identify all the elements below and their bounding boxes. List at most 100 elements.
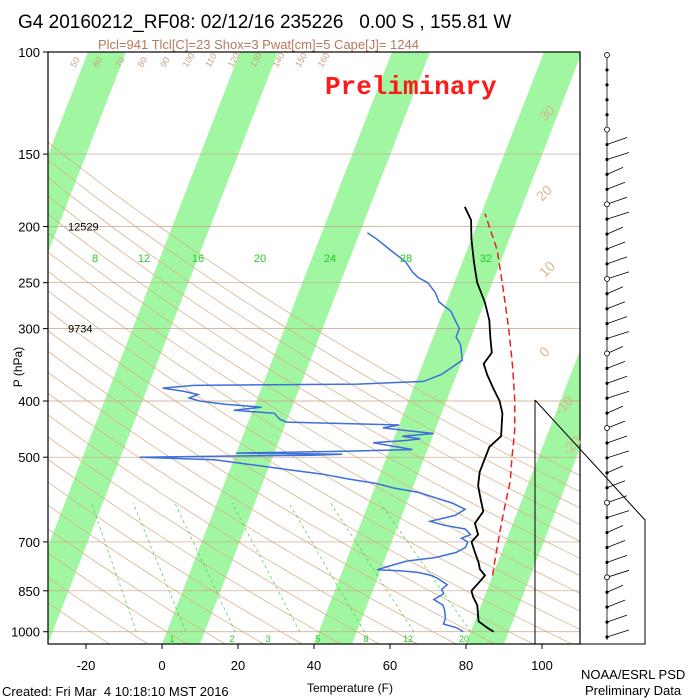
y-tick-label: 500 [18, 450, 40, 465]
calm-circle [604, 499, 610, 506]
barb-dot [605, 530, 609, 535]
barb-dot [605, 83, 609, 87]
barb-dot [605, 98, 609, 102]
y-tick-label: 1000 [11, 625, 40, 640]
isotherm-band [48, 52, 126, 253]
mixing-ratio-label: 12 [138, 253, 150, 265]
mixing-ratio-line [91, 502, 137, 632]
dry-adiabat [48, 232, 580, 559]
isotherm-band [466, 350, 580, 644]
barb-dot [605, 366, 609, 370]
mixing-ratio-line [288, 502, 365, 632]
wind-barb [606, 375, 628, 384]
wind-barb [606, 196, 628, 205]
wind-barb [606, 181, 626, 190]
isotherm-band [48, 52, 278, 644]
barb-dot [605, 217, 609, 221]
x-tick-label: 0 [158, 658, 165, 673]
calm-circle [604, 350, 610, 357]
calm-circle [604, 275, 610, 282]
dry-adiabat [48, 310, 580, 630]
theta-label: 50 [68, 55, 82, 69]
wind-barb [606, 152, 630, 160]
barb-dot [605, 516, 609, 520]
wind-barb [606, 540, 626, 548]
dry-adiabats [48, 141, 580, 644]
isotherm-label: 10 [536, 258, 558, 280]
x-tick-label: 80 [459, 658, 473, 673]
isotherm-band [618, 52, 700, 644]
dry-adiabat [48, 177, 580, 509]
wind-barb [606, 435, 628, 444]
wind-barb [606, 256, 628, 265]
wind-barb [606, 226, 624, 235]
wind-barb [606, 465, 624, 474]
status-label: Preliminary Data [585, 683, 682, 698]
barb-dot [605, 68, 609, 72]
dry-adiabat [48, 330, 573, 644]
calm-circle [604, 574, 610, 581]
y-tick-label: 700 [18, 535, 40, 550]
wind-barb [606, 525, 624, 533]
org-label: NOAA/ESRL PSD [581, 667, 686, 682]
mixing-ratio-line [231, 502, 301, 632]
y-tick-label: 250 [18, 276, 40, 291]
mixing-ratio-line [132, 502, 187, 632]
chart-title: G4 20160212_RF08: 02/12/16 235226 0.00 S… [18, 12, 512, 33]
dry-adiabat [48, 504, 264, 644]
mixing-ratio-bottom-label: 12 [403, 634, 413, 644]
mixing-ratio-bottom-label: 1 [169, 634, 174, 644]
barb-dot [605, 262, 609, 266]
barb-dot [605, 635, 609, 639]
mixing-ratio-bottom-label: 20 [459, 634, 469, 644]
dry-adiabat [48, 141, 580, 476]
barb-dot [605, 456, 609, 460]
barb-dot [605, 322, 609, 326]
wind-barb [606, 271, 630, 280]
dry-adiabat [48, 552, 187, 644]
mixing-ratio-bottom-label: 5 [315, 634, 320, 644]
isotherm-band [162, 52, 430, 644]
mixing-ratio-bottom-label: 8 [363, 634, 368, 644]
theta-label: 90 [158, 55, 172, 69]
theta-label: 70 [113, 55, 127, 69]
dry-adiabat [48, 213, 580, 542]
mixing-ratio-label: 16 [192, 253, 204, 265]
barb-dot [605, 560, 609, 564]
wind-barb [606, 584, 624, 593]
barb-dot [605, 590, 609, 594]
height-label: 9734 [68, 324, 92, 336]
barb-dot [605, 307, 609, 311]
y-tick-label: 100 [18, 45, 40, 60]
mixing-ratio-bottom-label: 2 [229, 634, 234, 644]
wind-barb [606, 555, 628, 563]
wind-barb [606, 167, 624, 175]
barb-dot [605, 113, 609, 117]
mixing-ratio-label: 28 [400, 253, 412, 265]
y-axis-label: P (hPa) [11, 346, 25, 388]
y-tick-label: 150 [18, 147, 40, 162]
mixing-ratio-label: 32 [480, 253, 492, 265]
wind-barb [606, 316, 628, 324]
dry-adiabat [48, 414, 418, 644]
y-tick-label: 200 [18, 220, 40, 235]
dry-adiabat [48, 481, 303, 644]
dry-adiabat [48, 159, 580, 493]
y-tick-label: 850 [18, 584, 40, 599]
isotherm-band [314, 52, 580, 644]
theta-label: 150 [293, 51, 309, 69]
x-tick-label: 100 [531, 658, 553, 673]
preliminary-watermark: Preliminary [325, 72, 497, 102]
barb-dot [605, 247, 609, 251]
mixing-ratio-label: 20 [254, 253, 266, 265]
theta-label: 160 [316, 51, 332, 69]
wind-barb [606, 137, 628, 145]
wind-barb [606, 510, 630, 518]
wind-barb [606, 629, 630, 638]
dry-adiabat [48, 350, 534, 644]
wind-barb [606, 331, 630, 339]
wind-barb [606, 420, 626, 429]
wind-barb [606, 211, 630, 220]
wind-barb [606, 495, 628, 504]
